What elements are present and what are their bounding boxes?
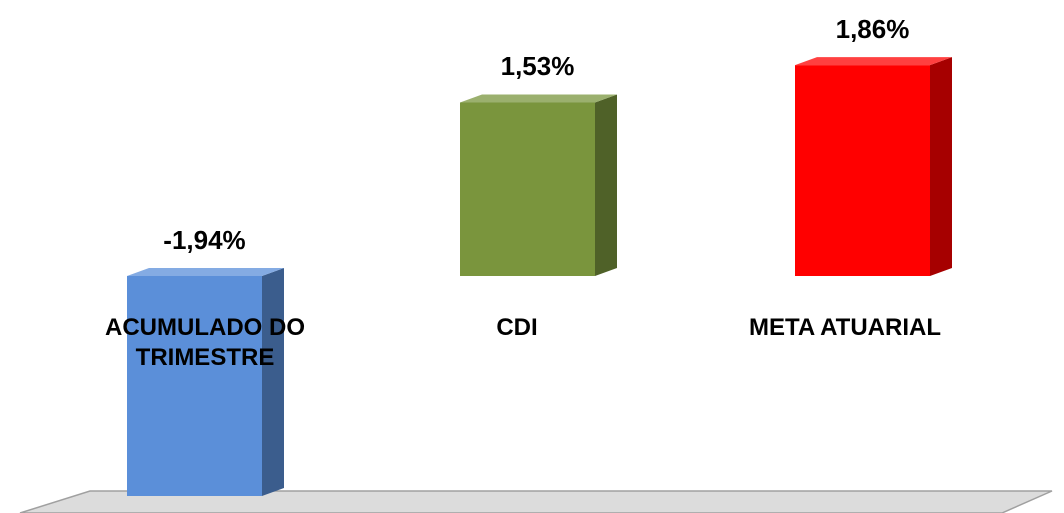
bar	[127, 268, 284, 496]
bar	[460, 94, 617, 276]
bar-side	[595, 94, 617, 276]
bar-front	[127, 276, 262, 496]
bar-front	[460, 102, 595, 276]
bar-top	[460, 94, 617, 103]
bar-top	[127, 268, 284, 276]
bar-front	[795, 65, 930, 276]
value-label: 1,86%	[835, 14, 910, 45]
value-label: -1,94%	[163, 225, 246, 255]
x-tick-label: CDI	[496, 314, 538, 341]
x-tick-label: ACUMULADO DO TRIMESTRE	[105, 314, 305, 371]
floor	[19, 490, 1053, 513]
value-label: 1,53%	[500, 51, 575, 82]
x-tick-label: META ATUARIAL	[749, 314, 941, 341]
bar-top	[795, 57, 952, 66]
bar-side	[930, 57, 952, 276]
bar	[795, 57, 952, 276]
bar-side	[262, 268, 284, 496]
